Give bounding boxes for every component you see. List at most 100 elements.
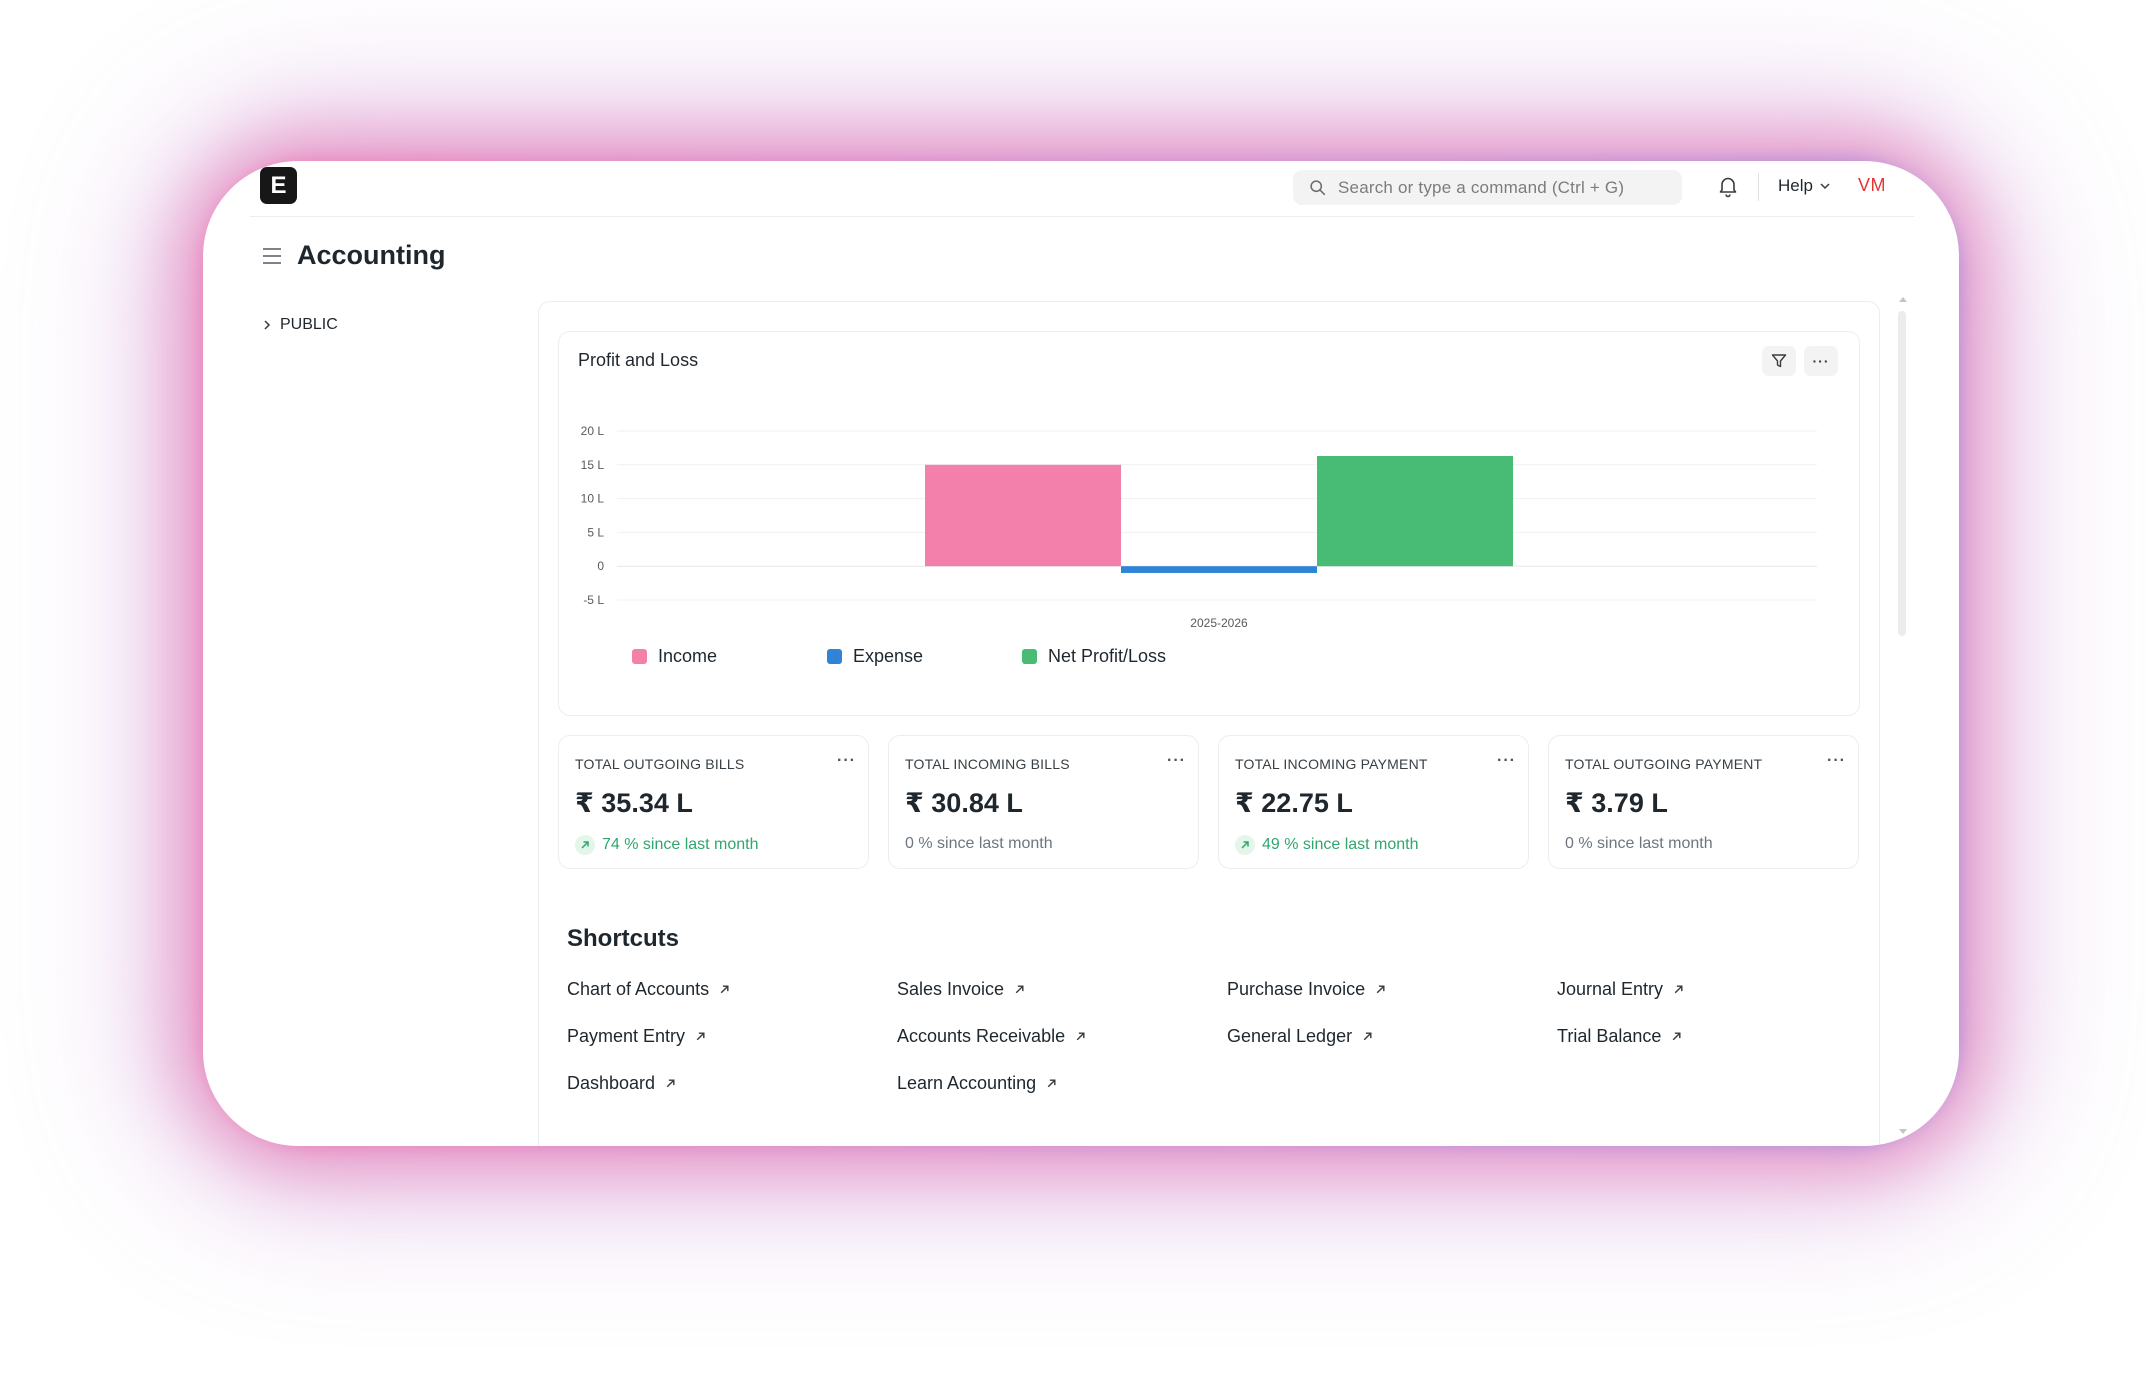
shortcut-label: Accounts Receivable <box>897 1026 1066 1046</box>
stat-trend: 0 % since last month <box>1565 835 1713 853</box>
stat-trend: 0 % since last month <box>905 835 1053 853</box>
stat-card[interactable]: TOTAL INCOMING PAYMENT ··· ₹ 22.75 L 49 % s… <box>1218 735 1529 869</box>
shortcut-link[interactable]: Journal Entry <box>1557 979 1684 1000</box>
filter-icon <box>1771 354 1787 368</box>
arrow-up-right-icon <box>1363 1032 1372 1041</box>
stat-more-button[interactable]: ··· <box>1497 752 1516 769</box>
stat-trend: 49 % since last month <box>1235 835 1419 855</box>
workspace-content <box>538 301 1880 1146</box>
navbar: E Search or type a command (Ctrl + G) He… <box>250 161 1914 217</box>
stat-value: ₹ 35.34 L <box>575 788 693 818</box>
chart-bar[interactable] <box>1317 456 1513 567</box>
search-bar[interactable]: Search or type a command (Ctrl + G) <box>1293 170 1682 205</box>
arrow-up-right-icon <box>1015 985 1024 994</box>
chevron-right-icon <box>264 320 271 330</box>
y-tick-label: -5 L <box>583 593 604 607</box>
arrow-up-right-icon <box>575 835 595 855</box>
chart-legend: Income Expense Net Profit/Loss <box>632 646 1217 667</box>
hamburger-menu-icon[interactable] <box>261 246 283 266</box>
shortcut-label: General Ledger <box>1227 1026 1353 1046</box>
shortcut-link[interactable]: Sales Invoice <box>897 979 1025 1000</box>
shortcut-link[interactable]: Purchase Invoice <box>1227 979 1386 1000</box>
stat-label: TOTAL INCOMING BILLS <box>905 756 1070 772</box>
shortcut-link[interactable]: Learn Accounting <box>897 1073 1057 1094</box>
y-tick-label: 0 <box>597 559 604 573</box>
stat-trend-text: 49 % since last month <box>1262 836 1419 853</box>
stat-card[interactable]: TOTAL OUTGOING PAYMENT ··· ₹ 3.79 L 0 % sin… <box>1548 735 1859 869</box>
legend-item[interactable]: Expense <box>827 646 1022 667</box>
shortcut-link[interactable]: Chart of Accounts <box>567 979 730 1000</box>
search-input[interactable]: Search or type a command (Ctrl + G) <box>1338 177 1625 197</box>
legend-swatch <box>827 649 842 664</box>
stat-card[interactable]: TOTAL INCOMING BILLS ··· ₹ 30.84 L 0 % sinc… <box>888 735 1199 869</box>
arrow-up-right-icon <box>1047 1079 1056 1088</box>
arrow-up-right-icon <box>1376 985 1385 994</box>
sidebar-item-label: PUBLIC <box>280 316 338 333</box>
x-tick-label: 2025-2026 <box>1190 616 1248 630</box>
shortcut-label: Payment Entry <box>567 1026 686 1046</box>
help-label: Help <box>1778 176 1813 195</box>
stat-more-button[interactable]: ··· <box>1167 752 1186 769</box>
chevron-down-icon <box>1820 183 1830 190</box>
stat-label: TOTAL OUTGOING BILLS <box>575 756 745 772</box>
legend-swatch <box>1022 649 1037 664</box>
bell-icon[interactable] <box>1716 174 1740 198</box>
shortcut-label: Trial Balance <box>1557 1026 1662 1046</box>
legend-label: Expense <box>853 646 924 666</box>
y-tick-label: 20 L <box>581 424 605 438</box>
shortcuts-title: Shortcuts <box>567 925 680 952</box>
chart-more-button[interactable]: ··· <box>1804 346 1838 376</box>
stat-trend-text: 0 % since last month <box>1565 835 1713 852</box>
stat-card[interactable]: TOTAL OUTGOING BILLS ··· ₹ 35.34 L 74 % sin… <box>558 735 869 869</box>
shortcut-label: Learn Accounting <box>897 1073 1037 1093</box>
y-tick-label: 5 L <box>587 525 604 539</box>
legend-label: Net Profit/Loss <box>1048 646 1167 666</box>
y-tick-label: 10 L <box>581 492 605 506</box>
app-window: E Search or type a command (Ctrl + G) He… <box>203 161 1959 1146</box>
arrow-up-right-icon <box>1673 1032 1681 1041</box>
shortcut-label: Purchase Invoice <box>1227 979 1366 999</box>
stat-value: ₹ 3.79 L <box>1565 788 1668 818</box>
profit-and-loss-chart-card: Profit and Loss ··· 20 L 15 L 10 L 5 L 0 -5 L… <box>558 331 1860 716</box>
chart-title: Profit and Loss <box>578 350 699 370</box>
stat-label: TOTAL OUTGOING PAYMENT <box>1565 756 1763 772</box>
search-icon <box>1310 180 1326 196</box>
shortcut-label: Sales Invoice <box>897 979 1005 999</box>
chart-filter-button[interactable] <box>1762 346 1796 376</box>
sidebar-item-public[interactable]: PUBLIC <box>262 316 338 334</box>
help-dropdown[interactable]: Help <box>1778 176 1831 196</box>
shortcut-link[interactable]: Dashboard <box>567 1073 676 1094</box>
more-icon: ··· <box>1812 353 1830 369</box>
app-logo[interactable]: E <box>260 167 297 204</box>
shortcut-link[interactable]: Payment Entry <box>567 1026 706 1047</box>
shortcut-label: Journal Entry <box>1557 979 1664 999</box>
stat-trend-text: 74 % since last month <box>602 836 759 853</box>
scrollbar[interactable] <box>1898 311 1906 636</box>
stat-trend: 74 % since last month <box>575 835 759 855</box>
legend-item[interactable]: Net Profit/Loss <box>1022 646 1217 667</box>
navbar-divider <box>1758 173 1759 201</box>
legend-item[interactable]: Income <box>632 646 827 667</box>
shortcut-link[interactable]: General Ledger <box>1227 1026 1373 1047</box>
chart-bar[interactable] <box>925 464 1121 567</box>
arrow-up-right-icon <box>696 1032 705 1041</box>
arrow-up-right-icon <box>1076 1032 1085 1041</box>
shortcut-label: Dashboard <box>567 1073 656 1093</box>
scroll-down-arrow[interactable] <box>1899 1129 1907 1134</box>
stat-label: TOTAL INCOMING PAYMENT <box>1235 756 1428 772</box>
stat-more-button[interactable]: ··· <box>1827 752 1846 769</box>
y-tick-label: 15 L <box>581 458 605 472</box>
stat-value: ₹ 22.75 L <box>1235 788 1353 818</box>
arrow-up-right-icon <box>1235 835 1255 855</box>
scroll-up-arrow[interactable] <box>1899 297 1907 302</box>
avatar[interactable]: VM <box>1858 175 1886 195</box>
arrow-up-right-icon <box>1674 985 1683 994</box>
page-title: Accounting <box>297 240 446 270</box>
chart-bar[interactable] <box>1121 566 1317 573</box>
shortcut-link[interactable]: Trial Balance <box>1557 1026 1682 1047</box>
shortcut-link[interactable]: Accounts Receivable <box>897 1026 1086 1047</box>
profit-and-loss-chart: 20 L 15 L 10 L 5 L 0 -5 L 2025-2026 <box>581 424 1817 630</box>
stat-value: ₹ 30.84 L <box>905 788 1023 818</box>
stat-more-button[interactable]: ··· <box>837 752 856 769</box>
shortcut-label: Chart of Accounts <box>567 979 710 999</box>
